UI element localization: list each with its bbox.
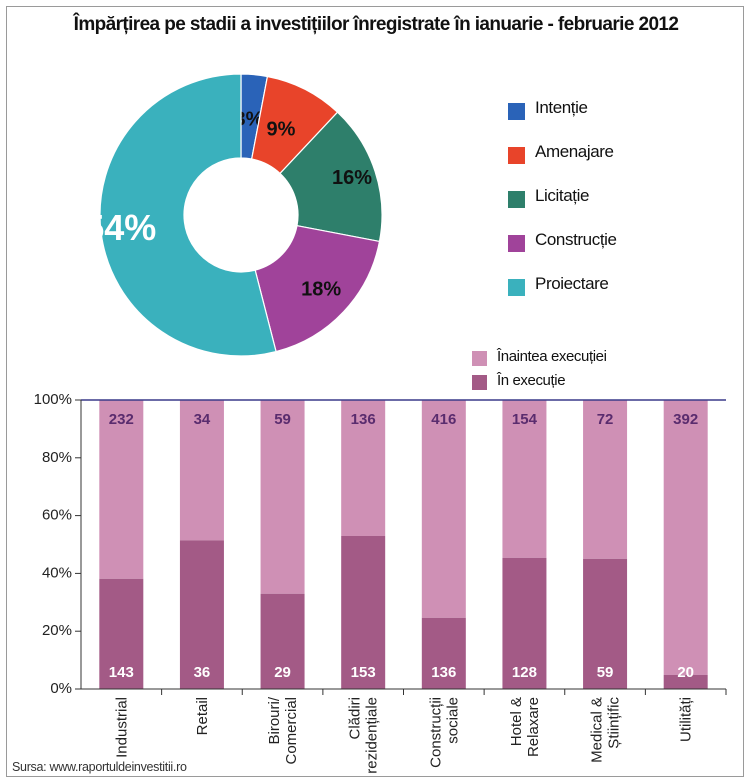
y-tick-label: 100% — [34, 391, 72, 408]
bar-segment-inaintea-executiei — [583, 400, 628, 559]
legend-swatch — [508, 191, 525, 208]
x-tick-label: Retail — [194, 697, 211, 735]
legend-swatch — [508, 279, 525, 296]
bar-value-label: 72 — [597, 411, 614, 428]
chart-title: Împărțirea pe stadii a investițiilor înr… — [73, 14, 679, 35]
y-tick-label: 60% — [42, 507, 72, 524]
bar-value-label: 154 — [512, 411, 538, 428]
bar-value-label: 59 — [597, 664, 614, 681]
y-tick-label: 20% — [42, 622, 72, 639]
bar-value-label: 136 — [431, 664, 456, 681]
bar-segment-inaintea-executiei — [502, 400, 547, 558]
chart-frame — [6, 6, 744, 777]
x-tick-label: Birouri/Comercial — [266, 696, 300, 764]
legend-swatch — [508, 103, 525, 120]
bar-segment-in-executie — [421, 617, 466, 689]
bar-segment-inaintea-executiei — [421, 400, 466, 618]
bar-segment-inaintea-executiei — [99, 400, 144, 579]
x-tick-label: Hotel &Relaxare — [508, 697, 542, 757]
pie-slice — [279, 111, 383, 243]
y-tick-label: 40% — [42, 564, 72, 581]
bar-value-label: 232 — [109, 411, 134, 428]
bar-segment-inaintea-executiei — [341, 400, 386, 536]
legend-label: Intenție — [535, 98, 588, 117]
bar-value-label: 20 — [677, 664, 694, 681]
bar-value-label: 392 — [673, 411, 698, 428]
x-tick-label: Utilități — [678, 697, 695, 742]
bar-value-label: 153 — [351, 664, 376, 681]
bar-value-label: 416 — [431, 411, 456, 428]
source-note: Sursa: www.raportuldeinvestitii.ro — [12, 760, 187, 774]
y-tick-label: 80% — [42, 449, 72, 466]
bar-value-label: 59 — [274, 411, 291, 428]
pie-slice — [99, 73, 277, 357]
pie-slice — [254, 224, 381, 353]
pie-label: 3% — [235, 108, 264, 130]
legend-swatch — [472, 375, 487, 390]
legend-label: Construcție — [535, 230, 617, 249]
bar-segment-in-executie — [341, 536, 386, 689]
bar-value-label: 36 — [194, 664, 211, 681]
x-tick-label: Construcțiisociale — [427, 697, 461, 768]
legend-label: În execuție — [497, 372, 566, 389]
pie-label: 16% — [332, 167, 372, 189]
bar-value-label: 143 — [109, 664, 134, 681]
legend-swatch — [508, 147, 525, 164]
bar-segment-in-executie — [179, 540, 224, 689]
bar-value-label: 29 — [274, 664, 291, 681]
legend-swatch — [472, 351, 487, 366]
bar-segment-in-executie — [502, 557, 547, 689]
pie-label: 18% — [301, 279, 341, 301]
bar-value-label: 136 — [351, 411, 376, 428]
bar-segment-in-executie — [583, 558, 628, 689]
legend-label: Proiectare — [535, 274, 609, 293]
legend-swatch — [508, 235, 525, 252]
x-tick-label: Clădirirezidențiale — [347, 697, 381, 774]
bar-segment-inaintea-executiei — [179, 400, 224, 541]
y-tick-label: 0% — [50, 680, 72, 697]
bar-segment-in-executie — [99, 578, 144, 689]
bar-segment-in-executie — [260, 593, 305, 689]
x-tick-label: Medical &Științific — [589, 697, 623, 763]
legend-label: Înaintea execuției — [497, 348, 607, 365]
legend-label: Amenajare — [535, 142, 614, 161]
pie-label: 54% — [84, 207, 156, 248]
bar-segment-in-executie — [663, 674, 708, 689]
bar-value-label: 128 — [512, 664, 537, 681]
x-tick-label: Industrial — [113, 697, 130, 758]
bar-segment-inaintea-executiei — [663, 400, 708, 675]
bar-value-label: 34 — [194, 411, 211, 428]
bar-segment-inaintea-executiei — [260, 400, 305, 594]
legend-label: Licitație — [535, 186, 590, 205]
pie-label: 9% — [267, 118, 296, 140]
